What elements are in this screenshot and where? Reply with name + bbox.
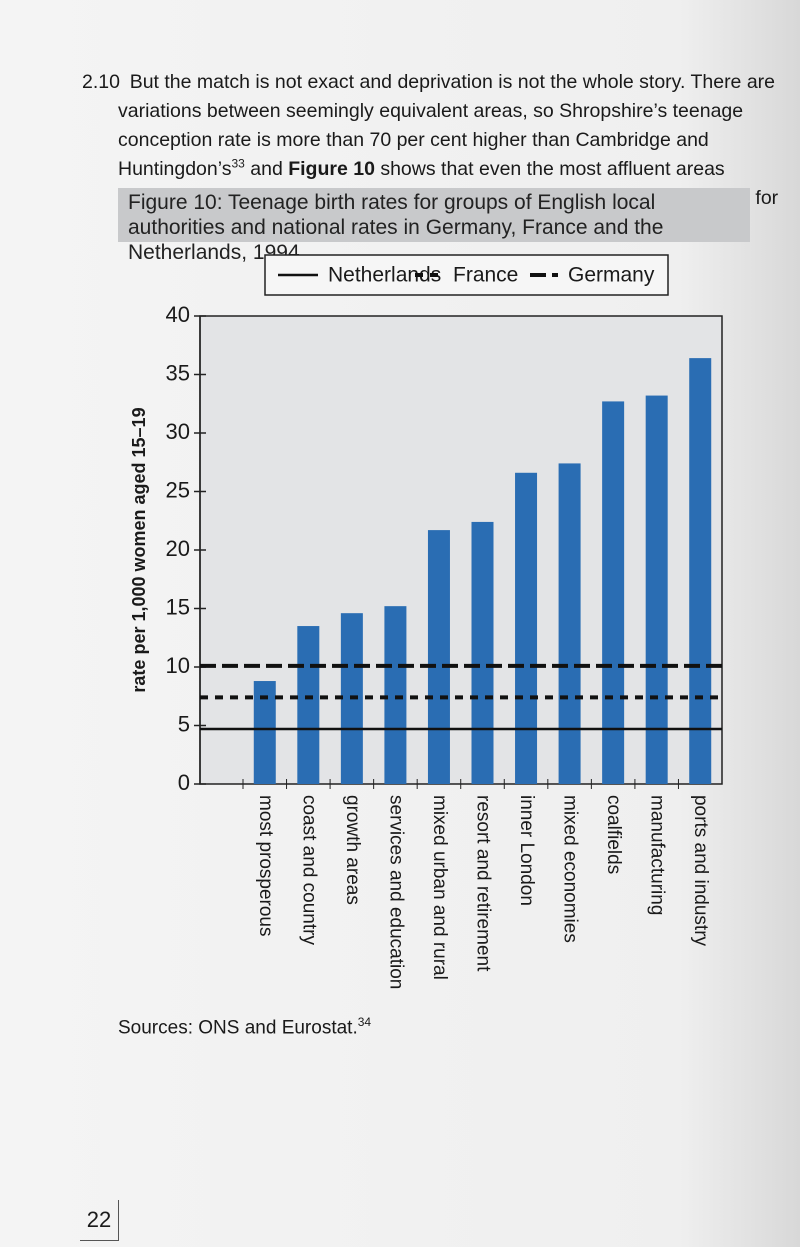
bar [602, 401, 625, 784]
x-tick-label: coast and country [298, 795, 319, 945]
text-run: Figure 10 [288, 158, 375, 180]
y-tick-label: 25 [166, 477, 190, 502]
plot-background [199, 315, 723, 785]
y-axis-label: rate per 1,000 women aged 15–19 [129, 407, 149, 692]
y-tick-label: 0 [178, 770, 190, 795]
x-tick-label: services and education [385, 795, 406, 989]
figure-title: Figure 10: Teenage birth rates for group… [118, 188, 750, 264]
paragraph-number: 2.10 [82, 71, 120, 93]
chart: rate per 1,000 women aged 15–19 0 5 10 15 20 2… [129, 254, 723, 989]
bar [253, 681, 276, 784]
bar [515, 472, 538, 784]
text-run: 33 [231, 156, 245, 171]
bar [427, 530, 450, 784]
footnote-ref: 34 [357, 1015, 372, 1029]
page-number: 22 [80, 1200, 119, 1241]
x-tick-label: growth areas [342, 795, 363, 905]
x-tick-label: resort and retirement [472, 795, 493, 972]
bar [645, 395, 668, 784]
y-tick-label: 20 [166, 536, 190, 561]
y-tick-label: 30 [166, 419, 190, 444]
x-tick-label: mixed urban and rural [429, 795, 450, 980]
x-tick-label: manufacturing [647, 795, 668, 915]
y-tick-label: 15 [166, 594, 190, 619]
bar [471, 521, 494, 784]
bar [558, 463, 581, 784]
y-tick-label: 10 [166, 653, 190, 678]
x-tick-label: coalfields [603, 795, 624, 874]
x-tick-label: inner London [516, 795, 537, 906]
text-run: and [244, 158, 289, 180]
x-tick-label: ports and industry [690, 795, 711, 947]
y-tick-label: 40 [166, 302, 190, 327]
bar [689, 358, 712, 784]
legend-label: Germany [568, 264, 655, 287]
sources: Sources: ONS and Eurostat.34 [118, 1015, 371, 1039]
x-tick-label: mixed economies [560, 795, 581, 943]
bar [384, 606, 407, 784]
sources-text: Sources: ONS and Eurostat. [118, 1017, 358, 1039]
legend-box [264, 254, 669, 296]
text-run: But the match is not exact and deprivati… [118, 71, 776, 180]
bar [297, 626, 320, 784]
x-tick-label: most prosperous [255, 795, 276, 937]
legend-label: France [453, 264, 518, 287]
y-tick-label: 35 [166, 360, 190, 385]
y-tick-label: 5 [178, 711, 190, 736]
legend-label: Netherlands [328, 264, 441, 287]
